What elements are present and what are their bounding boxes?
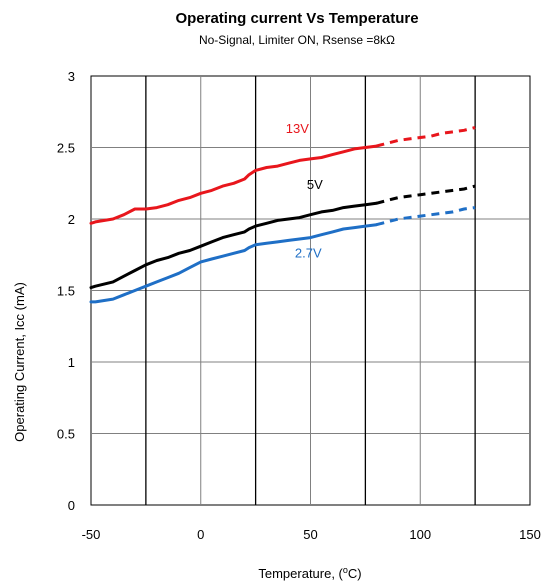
series-label: 2.7V xyxy=(295,246,322,261)
series-line-dashed xyxy=(376,126,476,148)
x-tick-label: 150 xyxy=(519,527,541,542)
series-line-solid xyxy=(89,144,378,225)
series-label: 5V xyxy=(307,177,323,192)
x-tick-label: 0 xyxy=(197,527,204,542)
x-axis-label: Temperature, (oC) xyxy=(258,565,361,581)
y-tick-label: 0 xyxy=(68,498,75,513)
x-tick-label: -50 xyxy=(82,527,101,542)
chart-title: Operating current Vs Temperature xyxy=(175,10,418,27)
y-axis-ticks: 0 0.5 1 1.5 2 2.5 3 xyxy=(57,69,75,513)
series-lines xyxy=(89,126,476,304)
y-tick-label: 2.5 xyxy=(57,141,75,156)
series-label: 13V xyxy=(286,121,309,136)
y-tick-label: 1 xyxy=(68,355,75,370)
gridlines xyxy=(91,76,530,505)
x-axis-label-degree: o xyxy=(343,565,348,575)
series-labels: 13V 5V 2.7V xyxy=(286,121,323,260)
chart-subtitle: No-Signal, Limiter ON, Rsense =8kΩ xyxy=(199,33,395,47)
series-line-dashed xyxy=(376,206,476,227)
y-tick-label: 1.5 xyxy=(57,284,75,299)
x-axis-ticks: -50 0 50 100 150 xyxy=(82,527,541,542)
x-axis-label-suffix: C) xyxy=(348,566,362,581)
y-tick-label: 0.5 xyxy=(57,427,75,442)
y-tick-label: 3 xyxy=(68,69,75,84)
x-tick-label: 50 xyxy=(303,527,317,542)
series-line-dashed xyxy=(376,184,476,205)
x-axis-label-prefix: Temperature, ( xyxy=(258,566,343,581)
series-line-solid xyxy=(89,201,378,290)
y-tick-label: 2 xyxy=(68,212,75,227)
y-axis-label: Operating Current, Icc (mA) xyxy=(12,282,27,442)
series-line-solid xyxy=(89,223,378,304)
x-tick-label: 100 xyxy=(409,527,431,542)
